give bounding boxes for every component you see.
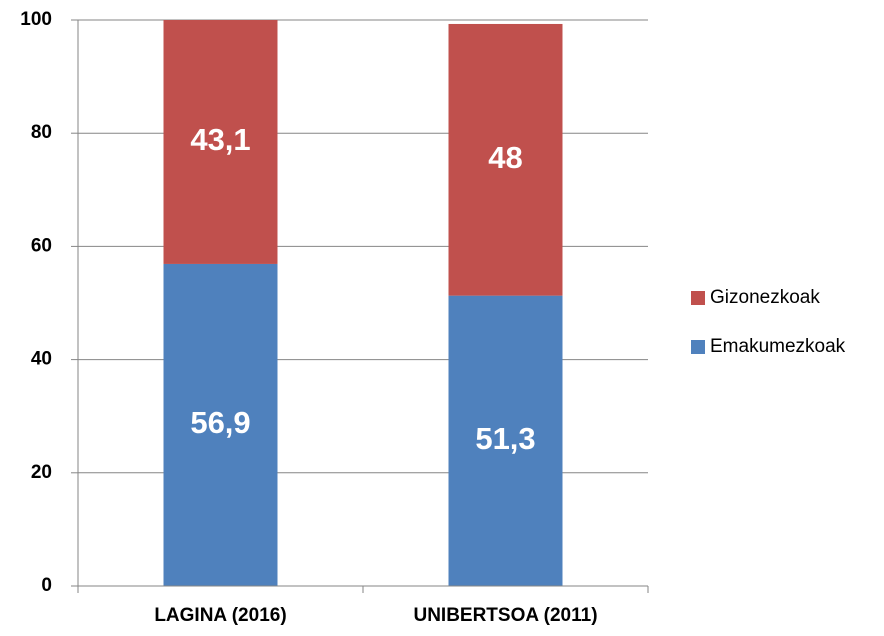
value-label: 43,1	[190, 122, 250, 157]
value-label: 48	[488, 140, 522, 175]
value-label: 56,9	[190, 405, 250, 440]
x-tick-label: LAGINA (2016)	[154, 605, 286, 626]
legend-label: Emakumezkoak	[710, 336, 846, 357]
legend-swatch	[691, 291, 705, 305]
x-tick-label: UNIBERTSOA (2011)	[413, 605, 597, 626]
y-tick-label: 80	[31, 122, 52, 143]
bar-segment	[163, 20, 278, 264]
legend-swatch	[691, 340, 705, 354]
bar-segment	[448, 295, 563, 586]
y-tick-label: 100	[20, 9, 52, 30]
legend-label: Gizonezkoak	[710, 287, 820, 308]
y-tick-label: 0	[41, 575, 52, 596]
y-tick-label: 40	[31, 349, 52, 370]
value-label: 51,3	[475, 421, 535, 456]
y-tick-label: 60	[31, 235, 52, 256]
bar-segment	[448, 23, 563, 296]
y-tick-label: 20	[31, 462, 52, 483]
bar-segment	[163, 263, 278, 586]
